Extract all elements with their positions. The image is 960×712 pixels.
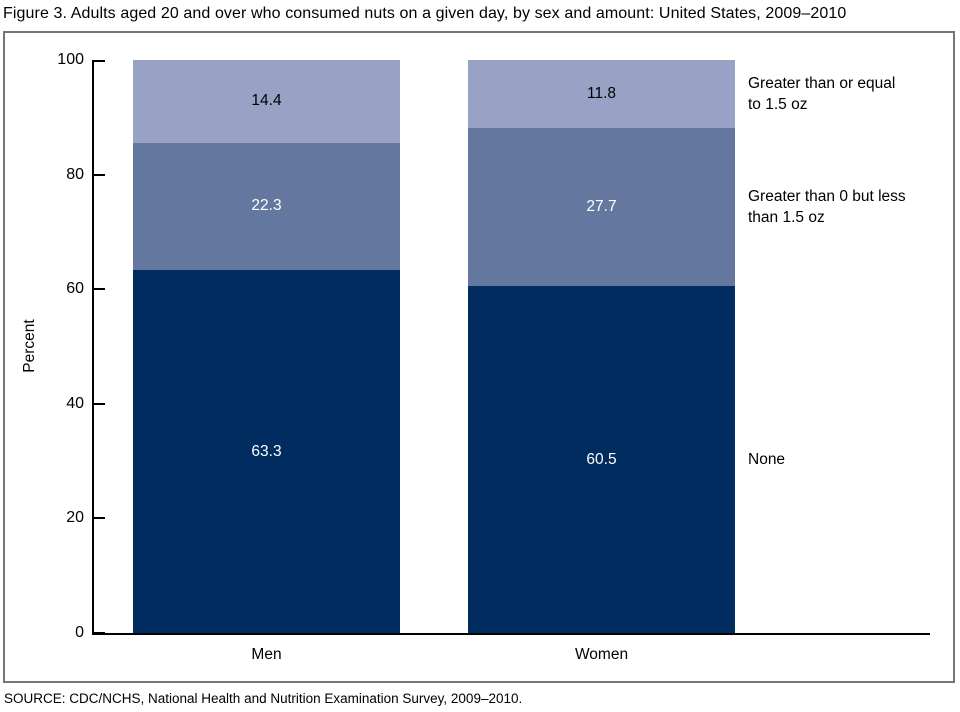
y-tick — [92, 173, 105, 176]
y-tick — [92, 402, 105, 405]
legend-item-line: than 1.5 oz — [748, 208, 825, 226]
legend-item-line: None — [748, 451, 786, 469]
bar-segment — [468, 60, 735, 128]
bar-segment — [133, 270, 400, 633]
source-note: SOURCE: CDC/NCHS, National Health and Nu… — [4, 691, 523, 706]
legend-item-line: Greater than 0 but less — [748, 187, 906, 205]
legend-item: Greater than 0 but less than 1.5 oz — [748, 186, 906, 228]
bar-value-label: 60.5 — [586, 450, 617, 468]
bar-segment — [133, 142, 400, 271]
x-axis-line — [92, 633, 930, 635]
bar-value-label: 63.3 — [251, 442, 282, 460]
y-tick — [92, 60, 105, 62]
y-axis-line — [92, 60, 94, 635]
legend-item-line: to 1.5 oz — [748, 95, 808, 113]
bar-segment — [468, 127, 735, 287]
y-tick-label: 40 — [66, 394, 84, 412]
y-tick-label: 100 — [57, 51, 84, 68]
y-tick-label: 80 — [66, 165, 84, 183]
y-tick — [92, 632, 105, 634]
bar-segment — [133, 60, 400, 143]
legend-item: Greater than or equal to 1.5 oz — [748, 73, 895, 115]
bar-segment — [468, 286, 735, 633]
y-tick — [92, 517, 105, 520]
y-tick-label: 60 — [66, 280, 84, 298]
x-category-label: Women — [574, 646, 629, 663]
y-axis-title: Percent — [21, 319, 38, 373]
legend-item-line: Greater than or equal — [748, 74, 896, 92]
x-category-label: Men — [251, 646, 282, 663]
legend-item: None — [748, 449, 785, 470]
y-tick-label: 0 — [75, 624, 84, 641]
bar-value-label: 22.3 — [251, 197, 282, 215]
bar-value-label: 14.4 — [251, 92, 282, 110]
chart-title: Figure 3. Adults aged 20 and over who co… — [3, 5, 847, 22]
bar-value-label: 27.7 — [586, 197, 617, 215]
bar-value-label: 11.8 — [586, 84, 617, 102]
y-tick — [92, 288, 105, 291]
y-tick-label: 20 — [66, 509, 84, 527]
